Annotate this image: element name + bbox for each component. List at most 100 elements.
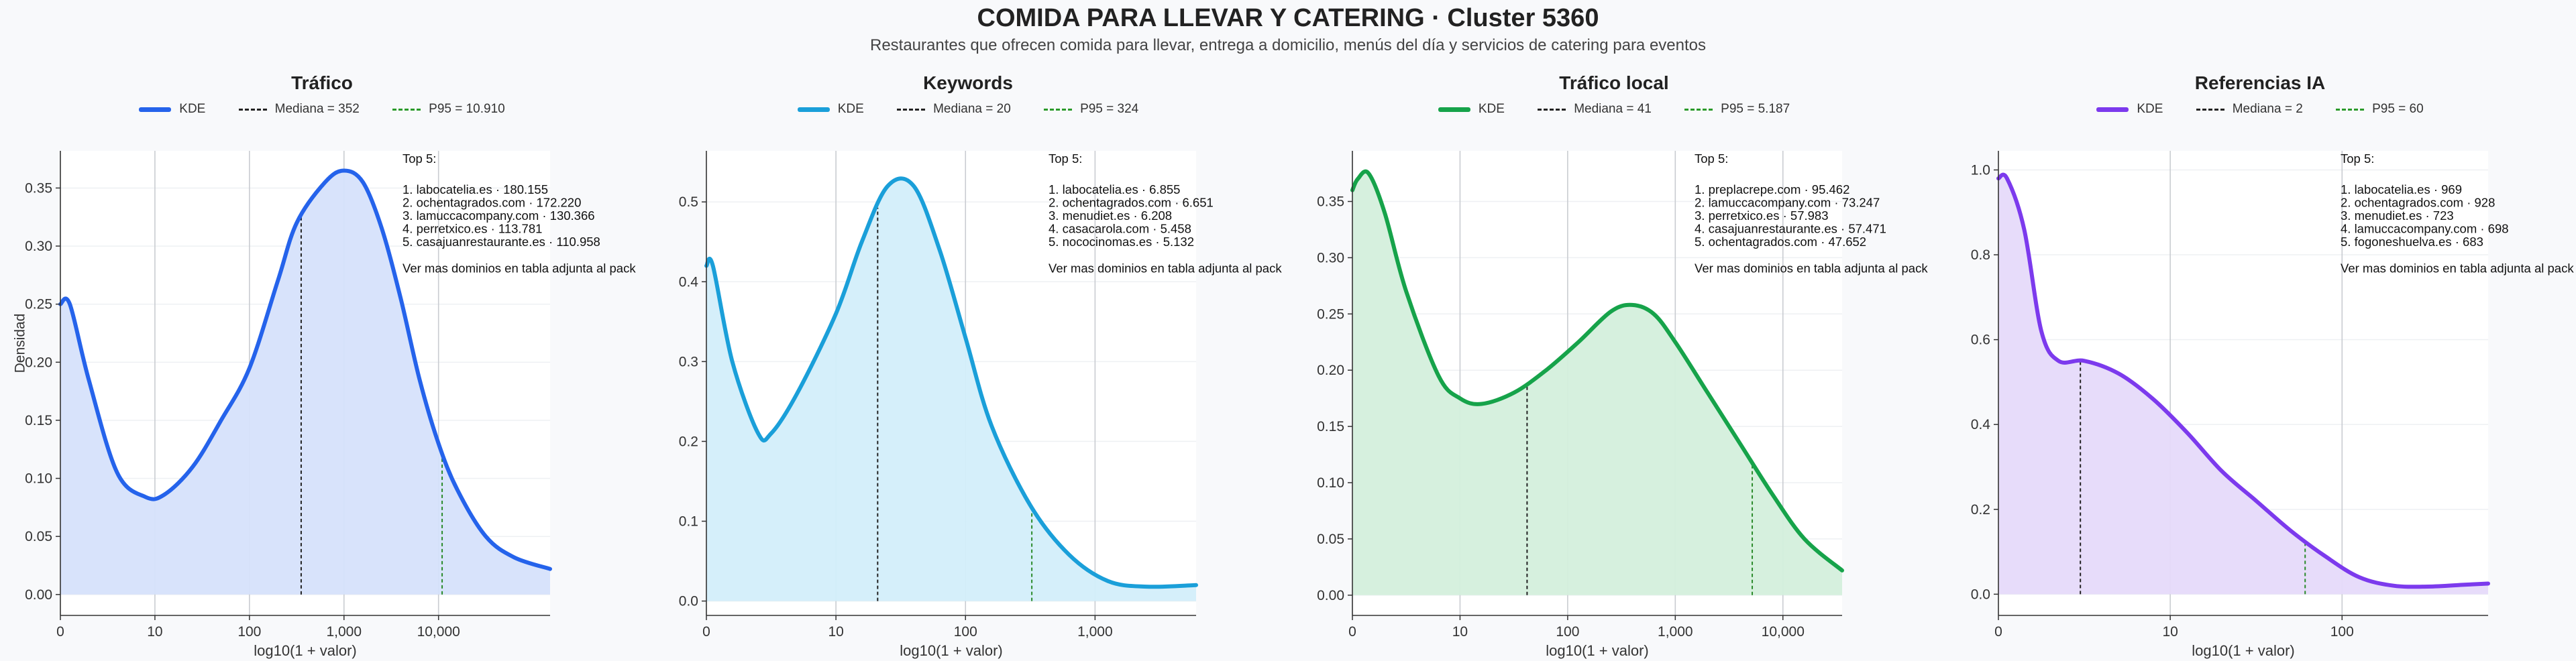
x-tick-label: 10 xyxy=(2162,624,2178,640)
p95-swatch xyxy=(2336,108,2365,111)
median-swatch xyxy=(2196,108,2224,111)
y-tick-label: 0.3 xyxy=(679,354,698,369)
top5-item: 1. labocatelia.es · 6.855 xyxy=(1049,182,1180,196)
y-tick-label: 0.4 xyxy=(1971,417,1991,432)
legend: KDE Mediana = 2 P95 = 60 xyxy=(1938,102,2576,117)
panel-title: Tráfico xyxy=(291,72,353,93)
top5-heading: Top 5: xyxy=(402,152,436,166)
y-tick-label: 0.5 xyxy=(679,194,698,210)
x-tick-label: 10,000 xyxy=(417,624,460,640)
legend-p95: P95 = 324 xyxy=(1044,102,1138,117)
y-tick-label: 0.20 xyxy=(1317,363,1344,378)
kde-area xyxy=(60,170,550,595)
panel-keywords: Keywords KDE Mediana = 20 P95 = 324 0.0 0… xyxy=(646,67,1290,661)
legend-median: Mediana = 20 xyxy=(897,102,1011,117)
x-tick-label: 0 xyxy=(1994,624,2002,640)
x-tick-label: 0 xyxy=(56,624,64,640)
top5-item: 4. casajuanrestaurante.es · 57.471 xyxy=(1695,222,1886,236)
top5-item: 3. lamuccacompany.com · 130.366 xyxy=(402,208,595,223)
top5-item: 3. menudiet.es · 6.208 xyxy=(1049,208,1172,223)
legend: KDE Mediana = 20 P95 = 324 xyxy=(646,102,1290,117)
kde-area xyxy=(1998,174,2488,595)
top5-item: 3. perretxico.es · 57.983 xyxy=(1695,208,1829,223)
legend-kde: KDE xyxy=(2096,102,2163,117)
x-tick-label: 100 xyxy=(237,624,261,640)
page-subtitle: Restaurantes que ofrecen comida para lle… xyxy=(869,36,1707,54)
top5-heading: Top 5: xyxy=(2341,152,2374,166)
panel-title: Keywords xyxy=(923,72,1013,93)
x-axis-label: log10(1 + valor) xyxy=(1546,642,1648,659)
legend-kde: KDE xyxy=(1438,102,1505,117)
top5-footer: Ver mas dominios en tabla adjunta al pac… xyxy=(402,261,636,276)
x-tick-label: 10 xyxy=(828,624,843,640)
page-title: COMIDA PARA LLEVAR Y CATERING · Cluster … xyxy=(977,4,1599,32)
kde-line xyxy=(704,176,1198,589)
top5-item: 1. preplacrepe.com · 95.462 xyxy=(1695,182,1849,196)
x-tick-label: 0 xyxy=(1348,624,1356,640)
y-tick-label: 0.25 xyxy=(1317,306,1344,322)
top5-item: 5. fogoneshuelva.es · 683 xyxy=(2341,235,2483,249)
legend-p95: P95 = 10.910 xyxy=(392,102,505,117)
y-tick-label: 0.20 xyxy=(25,355,52,370)
y-tick-label: 0.1 xyxy=(679,514,698,529)
y-tick-label: 0.10 xyxy=(1317,475,1344,491)
median-swatch xyxy=(1538,108,1566,111)
x-axis-label: log10(1 + valor) xyxy=(900,642,1002,659)
x-tick-label: 100 xyxy=(2330,624,2354,640)
y-tick-label: 1.0 xyxy=(1971,162,1990,178)
top5-item: 4. perretxico.es · 113.781 xyxy=(402,222,542,236)
panel-title: Tráfico local xyxy=(1559,72,1669,93)
panel-trafico-local: Tráfico local KDE Mediana = 41 P95 = 5.1… xyxy=(1292,67,1936,661)
top5-footer: Ver mas dominios en tabla adjunta al pac… xyxy=(1049,261,1282,276)
top5-footer: Ver mas dominios en tabla adjunta al pac… xyxy=(1695,261,1928,276)
y-tick-label: 0.4 xyxy=(679,274,699,290)
y-tick-label: 0.05 xyxy=(25,529,52,544)
top5-item: 2. ochentagrados.com · 928 xyxy=(2341,196,2495,210)
kde-area xyxy=(706,178,1196,601)
kde-line xyxy=(1350,169,1844,573)
kde-chart: 0.00 0.05 0.10 0.15 0.20 0.25 0.30 0.35 0 10 100 1,… xyxy=(1317,151,1928,659)
top5-item: 3. menudiet.es · 723 xyxy=(2341,208,2454,223)
kde-chart: 0.0 0.2 0.4 0.6 0.8 1.0 0 10 100 log10(1 + valor)… xyxy=(1971,151,2574,659)
y-tick-label: 0.30 xyxy=(25,239,52,254)
legend: KDE Mediana = 41 P95 = 5.187 xyxy=(1292,102,1936,117)
legend-median: Mediana = 352 xyxy=(238,102,360,117)
y-tick-label: 0.25 xyxy=(25,297,52,312)
kde-line xyxy=(58,168,552,571)
kde-area xyxy=(1352,171,1842,595)
legend-kde: KDE xyxy=(797,102,864,117)
y-tick-label: 0.2 xyxy=(679,434,698,449)
top5-heading: Top 5: xyxy=(1695,152,1728,166)
x-tick-label: 10 xyxy=(147,624,162,640)
median-swatch xyxy=(897,108,926,111)
y-tick-label: 0.0 xyxy=(1971,587,1990,602)
median-swatch xyxy=(238,108,267,111)
kde-swatch xyxy=(2096,107,2129,112)
x-tick-label: 0 xyxy=(702,624,710,640)
legend-p95: P95 = 5.187 xyxy=(1684,102,1790,117)
top5-item: 2. ochentagrados.com · 172.220 xyxy=(402,196,581,210)
top5-item: 4. lamuccacompany.com · 698 xyxy=(2341,222,2509,236)
y-tick-label: 0.05 xyxy=(1317,532,1344,547)
y-tick-label: 0.8 xyxy=(1971,247,1990,263)
kde-chart: 0.00 0.05 0.10 0.15 0.20 0.25 0.30 0.35 0 10 100 1,… xyxy=(25,151,636,659)
legend-p95: P95 = 60 xyxy=(2336,102,2424,117)
x-tick-label: 100 xyxy=(1556,624,1579,640)
kde-chart: 0.0 0.1 0.2 0.3 0.4 0.5 0 10 100 1,000 log10(1 + v… xyxy=(679,151,1282,659)
x-axis-label: log10(1 + valor) xyxy=(254,642,356,659)
kde-swatch xyxy=(139,107,172,112)
top5-item: 1. labocatelia.es · 180.155 xyxy=(402,182,548,196)
legend-median: Mediana = 41 xyxy=(1538,102,1652,117)
top5-footer: Ver mas dominios en tabla adjunta al pac… xyxy=(2341,261,2574,276)
x-tick-label: 1,000 xyxy=(1658,624,1693,640)
y-tick-label: 0.15 xyxy=(25,413,52,428)
x-axis-label: log10(1 + valor) xyxy=(2192,642,2294,659)
y-tick-label: 0.30 xyxy=(1317,250,1344,265)
x-tick-label: 10,000 xyxy=(1762,624,1805,640)
x-tick-label: 1,000 xyxy=(1077,624,1113,640)
y-tick-label: 0.00 xyxy=(1317,588,1344,603)
p95-swatch xyxy=(1044,108,1073,111)
top5-item: 5. casajuanrestaurante.es · 110.958 xyxy=(402,235,600,249)
kde-swatch xyxy=(1438,107,1470,112)
y-tick-label: 0.35 xyxy=(1317,194,1344,210)
